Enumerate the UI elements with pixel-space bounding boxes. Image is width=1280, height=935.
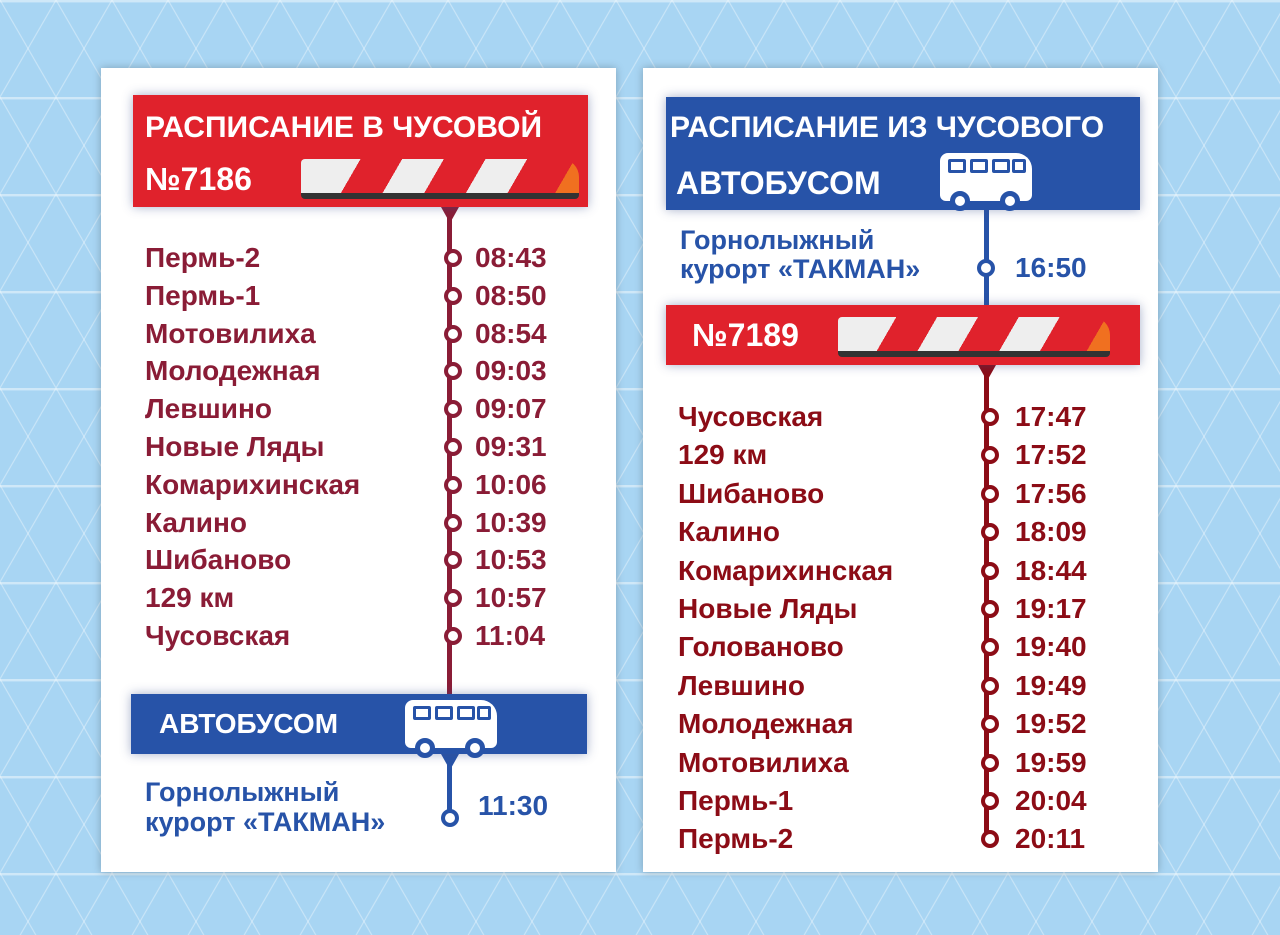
arrow-down-icon xyxy=(441,754,459,770)
stop-name: Мотовилиха xyxy=(145,317,316,349)
train-number: №7189 xyxy=(692,317,799,353)
stop-name: 129 км xyxy=(145,582,235,614)
stop-time: 09:07 xyxy=(475,393,547,425)
stop-name: Левшино xyxy=(678,669,805,701)
stop-time: 19:40 xyxy=(1015,631,1087,663)
destination-time: 11:30 xyxy=(478,790,549,821)
stop-dot xyxy=(444,286,462,305)
origin-name: Горнолыжный курорт «ТАКМАН» xyxy=(680,226,920,284)
right-header-banner: РАСПИСАНИЕ ИЗ ЧУСОВОГО АВТОБУСОМ xyxy=(666,97,1140,211)
stop-name: Калино xyxy=(145,506,248,538)
stop-dot xyxy=(977,259,995,277)
stop-dot xyxy=(981,638,999,657)
train-number: №7186 xyxy=(145,161,252,197)
stop-name: Голованово xyxy=(678,631,844,663)
stop-dot xyxy=(981,715,999,734)
stop-dot xyxy=(981,830,999,849)
stop-name: Шибаново xyxy=(678,477,825,509)
destination-line2: курорт «ТАКМАН» xyxy=(145,807,386,837)
stop-name: Чусовская xyxy=(145,620,291,651)
destination-name: Горнолыжный курорт «ТАКМАН» xyxy=(145,777,385,837)
stop-name: Молодежная xyxy=(145,355,321,387)
stop-time: 18:09 xyxy=(1015,516,1087,548)
stop-time: 18:44 xyxy=(1015,554,1087,586)
stop-dot xyxy=(444,324,462,343)
stop-dot xyxy=(444,513,462,532)
stop-dot xyxy=(981,792,999,810)
stop-time: 20:04 xyxy=(1015,785,1087,816)
origin-time: 16:50 xyxy=(1015,252,1087,283)
stop-time: 20:11 xyxy=(1015,823,1086,855)
stop-time: 19:49 xyxy=(1015,669,1087,701)
stop-name: Пермь-2 xyxy=(145,242,261,273)
stop-name: Новые Ляды xyxy=(678,593,858,624)
train-icon xyxy=(301,159,579,199)
stop-time: 17:47 xyxy=(1015,401,1087,432)
stop-time: 17:52 xyxy=(1015,439,1087,471)
stop-dot xyxy=(444,589,462,608)
bus-icon xyxy=(405,700,497,758)
stop-dot xyxy=(981,753,999,772)
arrow-down-icon xyxy=(441,207,459,223)
stop-dot xyxy=(444,249,462,267)
arrow-down-icon xyxy=(978,365,996,381)
stop-dot xyxy=(981,446,999,465)
stop-time: 08:54 xyxy=(475,317,547,349)
train-icon xyxy=(838,317,1110,357)
stop-time: 19:52 xyxy=(1015,708,1087,740)
stop-name: Молодежная xyxy=(678,708,854,740)
stop-time: 17:56 xyxy=(1015,477,1087,509)
bus-label: АВТОБУСОМ xyxy=(159,708,339,739)
stop-time: 19:17 xyxy=(1015,593,1087,624)
bus-label: АВТОБУСОМ xyxy=(676,165,881,201)
stop-name: Новые Ляды xyxy=(145,431,325,462)
stop-dot xyxy=(981,484,999,503)
right-title: РАСПИСАНИЕ ИЗ ЧУСОВОГО xyxy=(670,111,1105,144)
destination-line1: Горнолыжный xyxy=(145,777,340,807)
stop-time: 09:31 xyxy=(475,431,547,462)
stop-time: 19:59 xyxy=(1015,746,1087,778)
stop-name: 129 км xyxy=(678,439,768,471)
origin-line2: курорт «ТАКМАН» xyxy=(680,254,921,284)
stop-time: 09:03 xyxy=(475,355,547,387)
stop-name: Шибаново xyxy=(145,544,292,576)
stop-name: Мотовилиха xyxy=(678,746,849,778)
stop-name: Комарихинская xyxy=(145,468,361,500)
stop-time: 10:53 xyxy=(475,544,547,576)
stop-dot xyxy=(444,627,462,645)
stop-dot xyxy=(441,809,459,827)
stop-time: 10:06 xyxy=(475,468,547,500)
stop-name: Пермь-2 xyxy=(678,823,794,855)
left-header-banner: РАСПИСАНИЕ В ЧУСОВОЙ №7186 xyxy=(133,95,588,207)
stop-dot xyxy=(444,400,462,419)
stop-dot xyxy=(444,475,462,494)
left-bus-banner: АВТОБУСОМ xyxy=(131,694,587,758)
right-train-banner: №7189 xyxy=(666,305,1140,365)
stop-time: 08:43 xyxy=(475,242,547,273)
stop-name: Чусовская xyxy=(678,401,824,432)
stop-dot xyxy=(444,438,462,456)
stop-dot xyxy=(981,561,999,580)
stop-time: 11:04 xyxy=(475,620,546,651)
stop-time: 10:39 xyxy=(475,506,547,538)
stop-time: 10:57 xyxy=(475,582,547,614)
stop-dot xyxy=(981,408,999,426)
route-line-bus xyxy=(984,210,989,305)
stop-name: Калино xyxy=(678,516,781,548)
route-line-bus xyxy=(447,754,452,818)
stop-name: Комарихинская xyxy=(678,554,894,586)
origin-line1: Горнолыжный xyxy=(680,225,875,255)
stop-time: 08:50 xyxy=(475,279,547,311)
stop-dot xyxy=(444,362,462,381)
stop-name: Пермь-1 xyxy=(678,785,794,816)
stop-name: Левшино xyxy=(145,393,272,425)
stop-dot xyxy=(981,600,999,618)
bus-icon xyxy=(940,153,1032,211)
stop-dot xyxy=(981,676,999,695)
stop-name: Пермь-1 xyxy=(145,279,261,311)
stop-dot xyxy=(981,523,999,542)
left-title: РАСПИСАНИЕ В ЧУСОВОЙ xyxy=(145,111,543,144)
stop-dot xyxy=(444,551,462,570)
